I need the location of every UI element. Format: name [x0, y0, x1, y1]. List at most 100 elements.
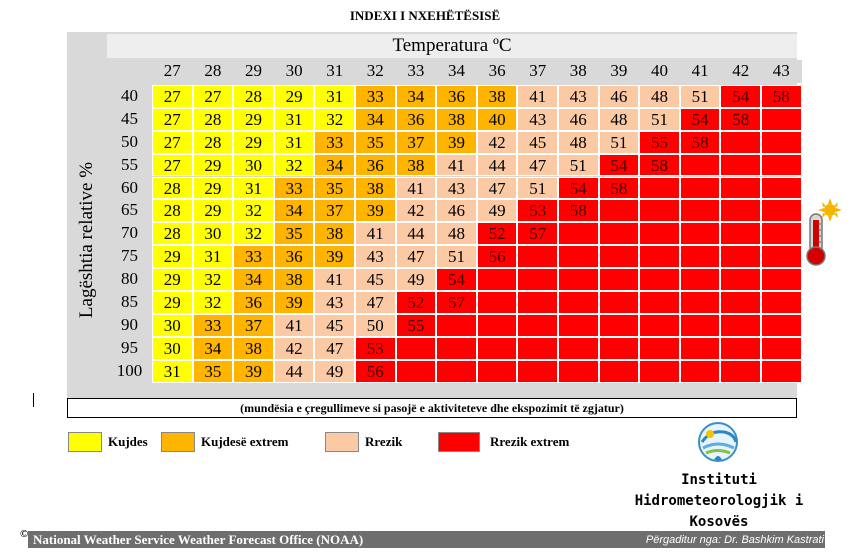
heat-index-cell: 34: [273, 199, 315, 223]
heat-index-cell: 56: [355, 359, 396, 383]
heat-index-cell: 51: [436, 245, 477, 269]
heat-index-cell: [679, 199, 721, 223]
row-header-humidity: 65: [107, 199, 152, 223]
institute-name-line1: Instituti: [681, 472, 757, 488]
heat-index-cell: [558, 245, 599, 269]
y-axis-label-wrap: Lagështia relative %: [67, 85, 107, 395]
heat-index-cell: 34: [395, 84, 437, 108]
heat-index-cell: 48: [436, 222, 477, 246]
legend-label: Rrezik extrem: [490, 434, 570, 449]
institute-name-line2: Hidrometeorologjik i: [634, 493, 804, 509]
heat-index-cell: 51: [679, 84, 721, 108]
heat-index-cell: 54: [436, 268, 477, 291]
column-header-temp: 40: [639, 60, 680, 83]
heat-index-cell: 29: [233, 130, 274, 154]
heat-index-cell: 33: [273, 176, 315, 200]
row-header-humidity: 80: [107, 268, 152, 291]
heat-index-cell: [558, 313, 599, 337]
heat-index-cell: [761, 359, 802, 383]
heat-index-cell: 27: [152, 84, 193, 108]
heat-index-cell: 28: [233, 84, 274, 108]
heat-index-cell: [476, 336, 518, 360]
heat-index-cell: 42: [476, 130, 518, 154]
heat-index-cell: [639, 222, 680, 246]
heat-index-cell: 35: [192, 359, 234, 383]
legend-label: Rrezik: [365, 434, 403, 449]
heat-index-cell: 36: [273, 245, 315, 269]
heat-index-cell: 48: [558, 130, 599, 154]
heat-index-cell: 40: [476, 107, 518, 131]
column-header-temp: 27: [152, 60, 193, 83]
heat-index-cell: 38: [314, 222, 355, 246]
row-header-humidity: 45: [107, 107, 152, 131]
heat-index-cell: 55: [395, 313, 437, 337]
heat-index-cell: 54: [679, 107, 721, 131]
heat-index-cell: 34: [192, 336, 234, 360]
heat-index-cell: 49: [314, 359, 355, 383]
heat-index-cell: 43: [517, 107, 558, 131]
heat-index-cell: [517, 313, 558, 337]
heat-index-cell: 29: [273, 84, 315, 108]
heat-index-cell: 41: [436, 153, 477, 177]
heat-index-cell: 48: [598, 107, 640, 131]
column-header-temp: 32: [355, 60, 396, 83]
heat-index-cell: 53: [517, 199, 558, 223]
column-header-temp: 30: [273, 60, 315, 83]
heat-index-cell: [476, 291, 518, 314]
heat-index-cell: 49: [476, 199, 518, 223]
heat-index-cell: 51: [558, 153, 599, 177]
heat-index-cell: 47: [314, 336, 355, 360]
heat-index-cell: 44: [395, 222, 437, 246]
heat-index-cell: 29: [192, 153, 234, 177]
heat-index-cell: 29: [152, 245, 193, 269]
column-header-temp: 37: [517, 60, 558, 83]
row-header-humidity: 60: [107, 176, 152, 200]
decorative-divider: [33, 393, 34, 407]
heat-index-cell: [436, 359, 477, 383]
heat-index-cell: [598, 291, 640, 314]
heat-index-cell: 57: [436, 291, 477, 314]
heat-index-cell: 41: [517, 84, 558, 108]
heat-index-cell: 41: [273, 313, 315, 337]
heat-index-cell: 58: [761, 84, 802, 108]
heat-index-cell: 42: [395, 199, 437, 223]
heat-index-cell: [679, 291, 721, 314]
legend-swatch: [161, 432, 195, 452]
heat-index-cell: 41: [395, 176, 437, 200]
heat-index-cell: 51: [517, 176, 558, 200]
heat-index-cell: 34: [314, 153, 355, 177]
heat-index-cell: 55: [639, 130, 680, 154]
heat-index-cell: 36: [436, 84, 477, 108]
heat-index-cell: [761, 153, 802, 177]
heat-index-cell: [639, 199, 680, 223]
column-header-temp: 39: [598, 60, 640, 83]
heat-index-cell: 39: [314, 245, 355, 269]
heat-index-cell: 33: [192, 313, 234, 337]
heat-index-cell: 41: [314, 268, 355, 291]
heat-index-cell: 52: [476, 222, 518, 246]
heat-index-cell: [761, 176, 802, 200]
heat-index-cell: [761, 222, 802, 246]
heat-index-cell: 28: [152, 222, 193, 246]
source-credit: National Weather Service Weather Forecas…: [33, 532, 364, 547]
heat-index-cell: 49: [395, 268, 437, 291]
heat-index-cell: [639, 245, 680, 269]
heat-index-cell: 28: [192, 130, 234, 154]
heat-index-cell: 37: [314, 199, 355, 223]
heat-index-cell: 48: [639, 84, 680, 108]
heat-index-cell: 27: [152, 130, 193, 154]
heat-index-cell: 31: [273, 130, 315, 154]
heat-index-cell: [517, 359, 558, 383]
heat-index-cell: 28: [152, 199, 193, 223]
heat-index-cell: 52: [395, 291, 437, 314]
heat-index-cell: [598, 245, 640, 269]
heat-index-cell: [761, 291, 802, 314]
copyright-symbol: ©: [20, 528, 29, 540]
heat-index-cell: 47: [355, 291, 396, 314]
heat-index-cell: 29: [152, 268, 193, 291]
heat-index-cell: 43: [436, 176, 477, 200]
heat-index-cell: [598, 199, 640, 223]
heat-index-cell: 35: [355, 130, 396, 154]
heat-index-cell: [517, 245, 558, 269]
column-header-temp: 43: [761, 60, 802, 83]
